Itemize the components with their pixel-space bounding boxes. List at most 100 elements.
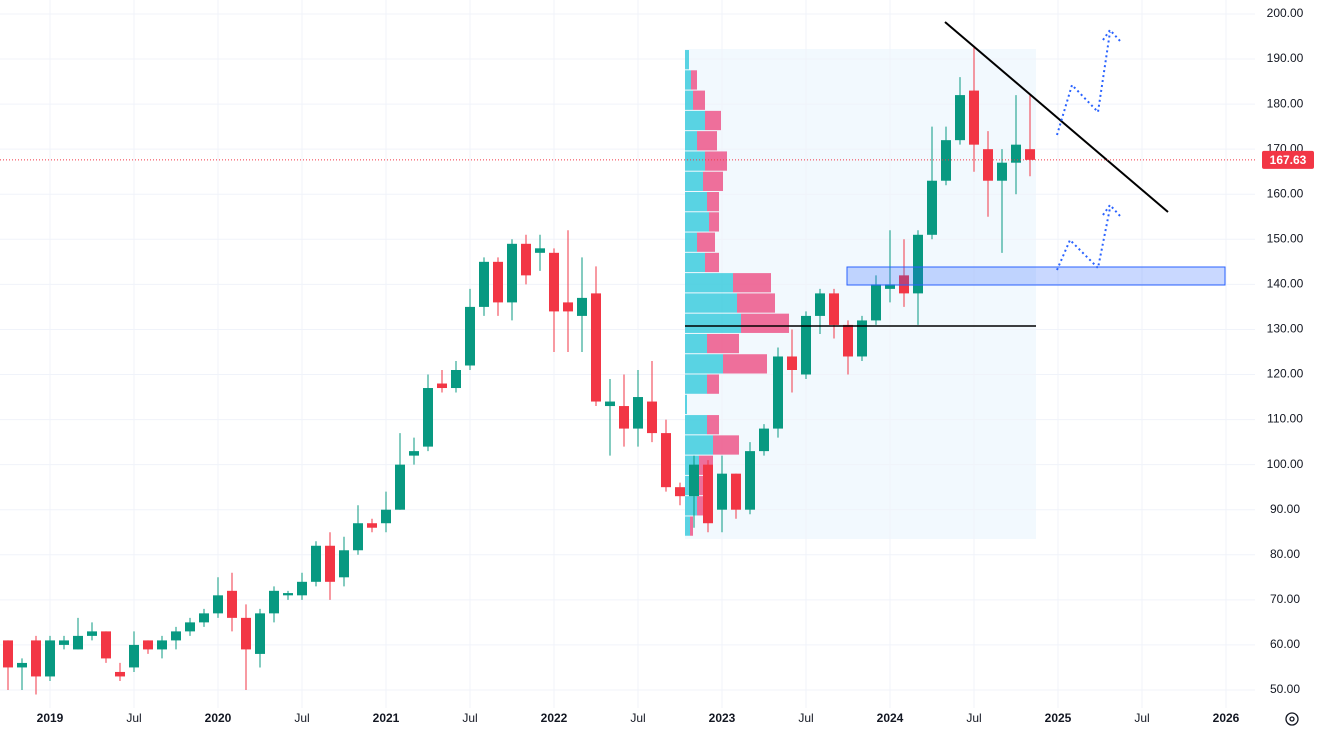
- candle-body: [787, 356, 797, 370]
- trend-line: [944, 21, 1169, 213]
- profile-down: [690, 516, 693, 536]
- projection-arrow: [1056, 207, 1111, 271]
- profile-up: [685, 435, 713, 455]
- candle-body: [829, 293, 839, 325]
- candles: [3, 45, 1035, 695]
- settings-icon[interactable]: [1285, 712, 1299, 726]
- candle-body: [423, 388, 433, 447]
- candle-body: [227, 590, 237, 618]
- profile-down: [707, 374, 719, 394]
- candle-body: [451, 369, 461, 389]
- profile-up: [685, 212, 709, 232]
- profile-up: [685, 191, 707, 212]
- profile-down: [697, 232, 715, 252]
- candle-body: [129, 644, 139, 668]
- candle-body: [927, 180, 937, 235]
- candle-body: [703, 464, 713, 524]
- profile-up: [685, 151, 705, 171]
- profile-down: [707, 415, 719, 435]
- profile-down: [697, 131, 717, 151]
- y-tick-label: 150.00: [1267, 231, 1304, 245]
- candle-body: [241, 617, 251, 650]
- candle-body: [199, 613, 209, 623]
- candle-body: [213, 595, 223, 614]
- candle-body: [157, 640, 167, 650]
- profile-down: [733, 273, 771, 293]
- candle-body: [815, 293, 825, 316]
- profile-up: [685, 273, 733, 293]
- candle-body: [17, 662, 27, 668]
- candle-body: [843, 324, 853, 357]
- candle-body: [577, 297, 587, 316]
- y-tick-label: 160.00: [1267, 186, 1304, 200]
- x-tick-label: 2023: [709, 711, 736, 725]
- candle-body: [493, 261, 503, 303]
- candle-body: [353, 523, 363, 551]
- x-tick-label: 2021: [373, 711, 400, 725]
- candle-body: [591, 293, 601, 402]
- candle-body: [941, 140, 951, 181]
- profile-up: [685, 131, 697, 151]
- candle-body: [31, 640, 41, 677]
- profile-up: [685, 374, 707, 394]
- profile-up: [685, 415, 707, 435]
- profile-down: [707, 191, 719, 212]
- x-tick-label: Jul: [630, 711, 645, 725]
- candle-body: [535, 248, 545, 253]
- grid: [0, 0, 1255, 708]
- candle-body: [969, 90, 979, 145]
- candle-body: [465, 306, 475, 366]
- candle-body: [885, 284, 895, 289]
- candle-body: [73, 635, 83, 650]
- profile-down: [691, 70, 697, 90]
- candle-body: [871, 284, 881, 321]
- candle-body: [899, 275, 909, 294]
- profile-up: [685, 110, 705, 131]
- candle-body: [185, 622, 195, 632]
- y-tick-label: 120.00: [1267, 367, 1304, 381]
- candle-body: [479, 261, 489, 307]
- candle-body: [143, 640, 153, 650]
- profile-down: [693, 90, 705, 110]
- x-tick-label: 2025: [1045, 711, 1072, 725]
- profile-down: [707, 333, 739, 354]
- candle-body: [59, 640, 69, 645]
- candle-body: [115, 671, 125, 677]
- x-tick-label: Jul: [462, 711, 477, 725]
- profile-down: [713, 435, 739, 455]
- x-tick-label: Jul: [126, 711, 141, 725]
- y-tick-label: 80.00: [1270, 547, 1300, 561]
- candle-body: [717, 473, 727, 510]
- candle-body: [269, 590, 279, 614]
- x-tick-label: 2026: [1213, 711, 1240, 725]
- candle-body: [171, 631, 181, 641]
- candle-body: [297, 581, 307, 596]
- candle-body: [1025, 149, 1035, 160]
- candle-body: [255, 613, 265, 654]
- candle-body: [87, 631, 97, 636]
- candle-body: [857, 320, 867, 357]
- y-tick-label: 180.00: [1267, 96, 1304, 110]
- candle-body: [367, 523, 377, 528]
- profile-down: [737, 293, 775, 313]
- candle-body: [745, 451, 755, 510]
- candle-body: [647, 401, 657, 434]
- candle-body: [101, 631, 111, 659]
- x-tick-label: Jul: [798, 711, 813, 725]
- profile-up: [685, 90, 693, 110]
- x-tick-label: 2022: [541, 711, 568, 725]
- candle-body: [325, 545, 335, 582]
- y-tick-label: 130.00: [1267, 322, 1304, 336]
- candle-body: [759, 428, 769, 452]
- profile-up: [685, 516, 690, 536]
- profile-down: [741, 313, 789, 333]
- profile-up: [685, 232, 697, 252]
- candle-body: [549, 252, 559, 312]
- candle-body: [45, 640, 55, 677]
- profile-up: [685, 496, 697, 516]
- y-tick-label: 200.00: [1267, 6, 1304, 20]
- candle-body: [311, 545, 321, 582]
- candle-body: [395, 464, 405, 510]
